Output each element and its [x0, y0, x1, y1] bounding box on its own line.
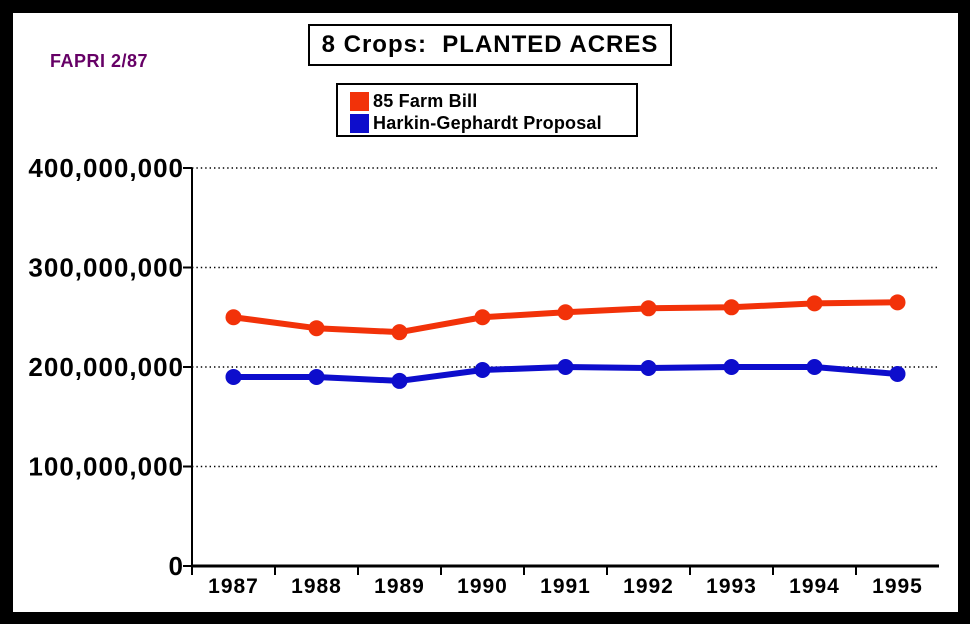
data-point-85-farm-bill-1990 [474, 309, 491, 326]
x-tick-label: 1994 [789, 575, 840, 598]
data-point-harkin-gephardt-proposal-1992 [640, 359, 657, 376]
data-point-85-farm-bill-1988 [308, 320, 325, 337]
y-tick-label: 300,000,000 [28, 253, 184, 283]
y-tick-label: 0 [169, 551, 184, 581]
data-point-85-farm-bill-1993 [723, 299, 740, 316]
chart-canvas: FAPRI 2/87 8 Crops: PLANTED ACRES 85 Far… [13, 13, 958, 612]
data-point-harkin-gephardt-proposal-1995 [889, 365, 906, 382]
data-point-harkin-gephardt-proposal-1989 [391, 372, 408, 389]
data-point-85-farm-bill-1994 [806, 295, 823, 312]
x-tick-label: 1993 [706, 575, 757, 598]
legend-item: Harkin-Gephardt Proposal [350, 112, 636, 134]
data-point-harkin-gephardt-proposal-1994 [806, 359, 823, 375]
y-tick-label: 100,000,000 [28, 452, 184, 482]
y-tick-label: 400,000,000 [28, 153, 184, 183]
data-point-85-farm-bill-1989 [391, 324, 408, 341]
data-point-85-farm-bill-1991 [557, 304, 574, 321]
data-point-85-farm-bill-1995 [889, 294, 906, 311]
fapri-watermark: FAPRI 2/87 [50, 51, 149, 71]
legend-item: 85 Farm Bill [350, 90, 636, 112]
chart-title-box: 8 Crops: PLANTED ACRES [308, 24, 672, 66]
x-tick-label: 1990 [457, 575, 508, 598]
legend-label-85-farm-bill: 85 Farm Bill [373, 90, 478, 111]
data-point-harkin-gephardt-proposal-1987 [225, 368, 242, 385]
x-tick-label: 1992 [623, 575, 674, 598]
legend-swatch-85-farm-bill [350, 91, 369, 111]
data-point-85-farm-bill-1987 [225, 309, 242, 326]
x-tick-label: 1995 [872, 575, 923, 598]
data-point-harkin-gephardt-proposal-1990 [474, 361, 491, 378]
x-tick-label: 1987 [208, 575, 259, 598]
legend-label-harkin-gephardt-proposal: Harkin-Gephardt Proposal [373, 112, 602, 133]
y-tick-label: 200,000,000 [28, 352, 184, 382]
x-tick-label: 1988 [291, 575, 342, 598]
data-point-harkin-gephardt-proposal-1993 [723, 359, 740, 375]
legend-swatch-harkin-gephardt-proposal [350, 113, 369, 133]
legend: 85 Farm Bill Harkin-Gephardt Proposal [336, 83, 638, 137]
chart-title: 8 Crops: PLANTED ACRES [321, 31, 659, 58]
x-tick-label: 1991 [540, 575, 591, 598]
x-tick-label: 1989 [374, 575, 425, 598]
data-point-harkin-gephardt-proposal-1991 [557, 359, 574, 375]
data-point-harkin-gephardt-proposal-1988 [308, 368, 325, 385]
data-point-85-farm-bill-1992 [640, 300, 657, 317]
